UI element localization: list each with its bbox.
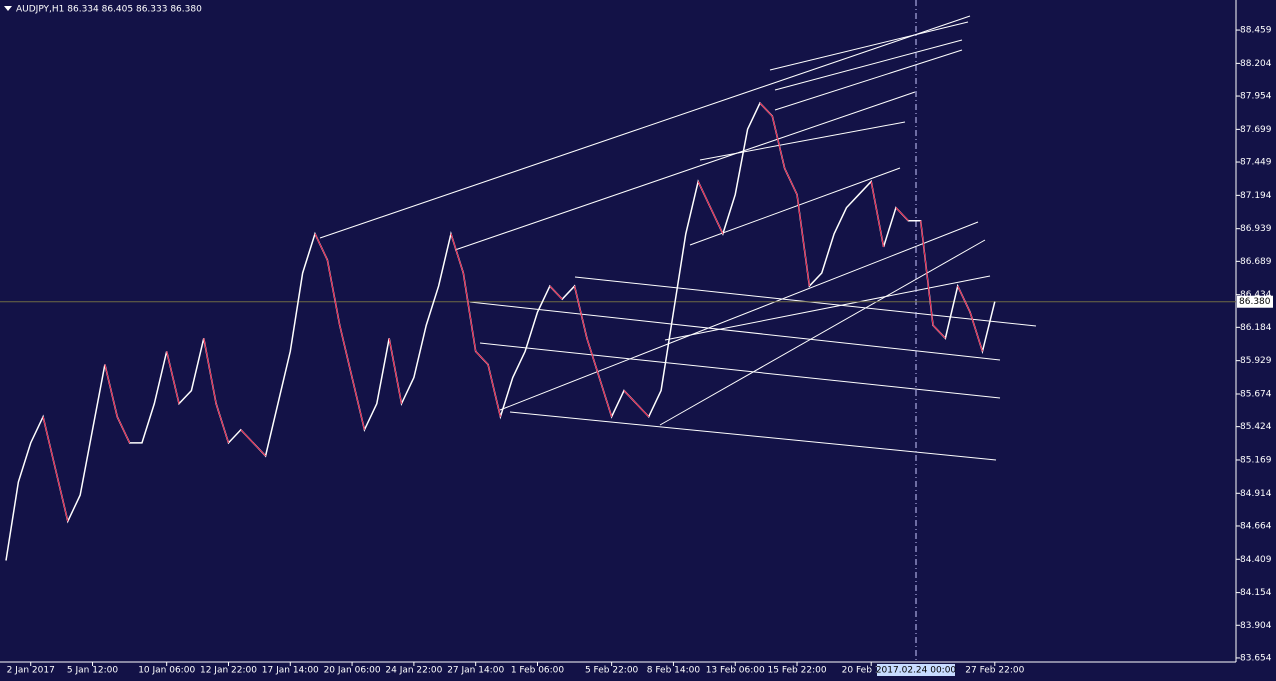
down-segment [957,285,971,313]
down-segment [920,220,934,326]
y-tick-label: 88.204 [1240,59,1272,69]
down-segment [215,403,229,444]
last-price-label: 86.380 [1239,297,1271,307]
y-tick-label: 86.184 [1240,323,1272,333]
last-price-box [1237,295,1273,308]
down-segment [796,194,810,287]
x-tick-label: 20 Feb 14:00 [842,666,901,676]
down-segment [203,338,217,404]
y-tick-label: 87.954 [1240,92,1272,102]
down-segment [759,102,773,117]
y-tick-label: 85.929 [1240,356,1272,366]
y-tick-label: 84.914 [1240,489,1272,499]
down-segment [326,259,341,326]
y-tick-label: 87.194 [1240,191,1272,201]
x-tick-label: 27 Feb 22:00 [965,666,1024,676]
x-tick-label: 20 Jan 06:00 [324,666,381,676]
down-segment [870,181,885,247]
y-tick-label: 84.409 [1240,555,1272,565]
y-tick-label: 85.169 [1240,455,1272,465]
down-segment [969,312,983,352]
down-segment [42,416,56,470]
down-segment [116,416,131,444]
down-segment [450,233,464,274]
down-segment [697,181,711,208]
down-segment [932,324,946,339]
x-tick-label: 10 Jan 06:00 [138,666,195,676]
down-segment [895,207,909,222]
down-segment [574,285,588,339]
cursor-label-box [877,664,955,676]
x-tick-label: 1 Feb 06:00 [511,666,565,676]
y-tick-label: 85.674 [1240,389,1272,399]
x-tick-label: 13 Feb 06:00 [706,666,765,676]
down-segment [166,351,180,404]
down-segment [549,285,563,300]
menu-arrow[interactable] [4,6,12,11]
down-segment [623,390,637,404]
down-segment [54,468,69,522]
cursor-label: 2017.02.24 00:00 [876,666,957,676]
y-tick-label: 86.939 [1240,224,1272,234]
x-tick-label: 12 Jan 22:00 [200,666,257,676]
pitchfork-lines [319,15,1037,461]
down-segment [104,364,118,417]
x-tick-label: 17 Jan 14:00 [262,666,319,676]
down-segment [314,233,328,261]
down-segment [586,338,600,378]
y-tick-label: 86.689 [1240,257,1272,267]
x-tick-label: 2 Jan 2017 [7,666,55,676]
down-segment [771,116,786,169]
x-tick-label: 27 Jan 14:00 [447,666,504,676]
down-segment [635,403,650,418]
down-segment [462,272,477,352]
y-tick-label: 84.154 [1240,588,1272,598]
y-tick-label: 85.424 [1240,422,1272,432]
down-segment [388,338,403,404]
x-tick-label: 8 Feb 14:00 [647,666,701,676]
down-segment [351,377,365,430]
y-tick-label: 87.449 [1240,158,1272,168]
down-segment [598,377,613,417]
down-segment [784,168,798,195]
x-tick-label: 24 Jan 22:00 [385,666,442,676]
x-tick-label: 5 Feb 22:00 [585,666,639,676]
y-tick-label: 86.434 [1240,290,1272,300]
x-tick-label: 15 Feb 22:00 [768,666,827,676]
y-tick-label: 83.654 [1240,653,1272,663]
down-segment [252,442,266,457]
x-tick-label: 5 Jan 12:00 [67,666,119,676]
y-tick-label: 87.699 [1240,125,1272,135]
y-tick-label: 83.904 [1240,621,1272,631]
down-segment [475,351,489,365]
down-segment [710,207,724,234]
chart-title: AUDJPY,H1 86.334 86.405 86.333 86.380 [16,5,202,15]
y-tick-label: 84.664 [1240,521,1272,531]
down-segment [339,325,353,378]
down-segment [240,429,254,444]
y-tick-label: 88.459 [1240,26,1272,36]
down-segment [487,364,501,417]
